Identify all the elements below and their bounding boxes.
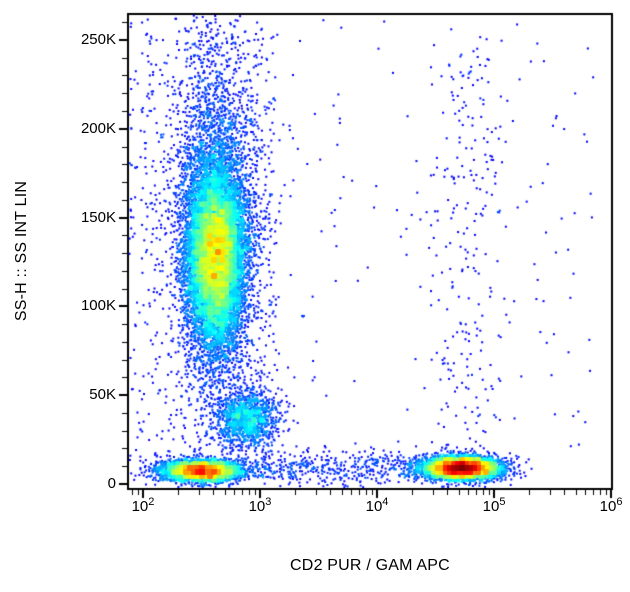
y-axis-title: SS-H :: SS INT LIN [13, 180, 30, 322]
x-axis-title: CD2 PUR / GAM APC [290, 557, 450, 574]
